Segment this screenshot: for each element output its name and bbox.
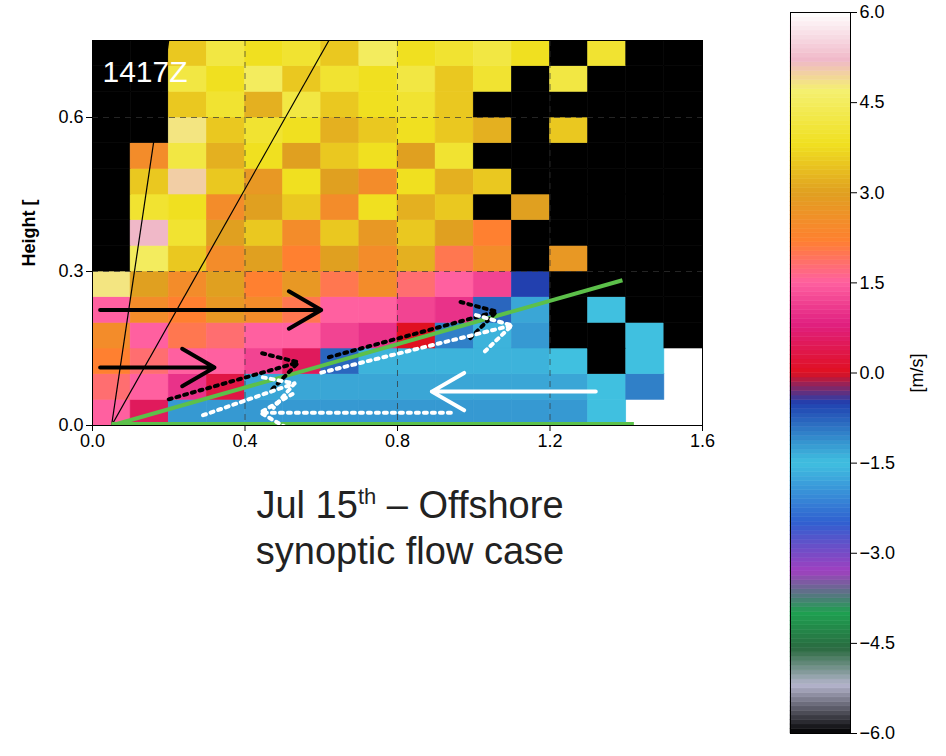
svg-text:−4.5: −4.5 xyxy=(860,633,896,653)
svg-text:−3.0: −3.0 xyxy=(860,543,896,563)
svg-text:−1.5: −1.5 xyxy=(860,453,896,473)
svg-text:−6.0: −6.0 xyxy=(860,723,896,743)
svg-text:1.2: 1.2 xyxy=(537,431,562,451)
svg-text:0.0: 0.0 xyxy=(860,363,885,383)
svg-text:[m/s]: [m/s] xyxy=(907,354,927,393)
svg-text:0.4: 0.4 xyxy=(232,431,257,451)
svg-text:Height [: Height [ xyxy=(19,200,39,267)
svg-text:4.5: 4.5 xyxy=(860,92,885,112)
svg-text:0.3: 0.3 xyxy=(58,261,83,281)
svg-text:0.0: 0.0 xyxy=(58,415,84,436)
svg-text:0.6: 0.6 xyxy=(58,107,83,127)
html-text:Jul 15th– Offshore synoptic fl: Jul 15th– Offshore synoptic flow case xyxy=(255,484,565,572)
svg-text:6.0: 6.0 xyxy=(860,2,885,22)
svg-text:0.0: 0.0 xyxy=(80,431,105,451)
svg-text:1.5: 1.5 xyxy=(860,273,885,293)
svg-text:0.8: 0.8 xyxy=(385,431,410,451)
svg-text:3.0: 3.0 xyxy=(860,183,885,203)
svg-text:1417Z: 1417Z xyxy=(103,55,188,88)
svg-text:1.6: 1.6 xyxy=(690,431,715,451)
